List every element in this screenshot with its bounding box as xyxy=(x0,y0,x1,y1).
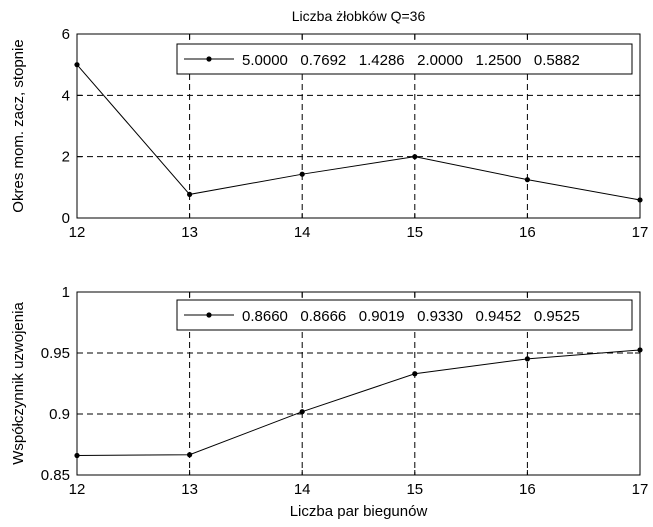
legend-label: 0.8660 0.8666 0.9019 0.9330 0.9452 0.952… xyxy=(242,308,580,325)
axes-box xyxy=(76,33,641,219)
chart-panel-1: 12 13 14 15 16 17 0 2 4 6 Liczba żłobków Q=36 Okres… xyxy=(10,8,648,241)
data-point xyxy=(187,452,193,458)
x-tick-label: 14 xyxy=(294,224,311,241)
x-tick-label: 17 xyxy=(632,481,649,498)
axes-box xyxy=(76,291,641,476)
series-line xyxy=(76,64,641,201)
series-line xyxy=(76,349,641,456)
x-tick-label: 13 xyxy=(181,224,198,241)
y-tick-label: 0.95 xyxy=(41,345,70,362)
data-point xyxy=(524,177,531,183)
x-axis-label: Liczba par biegunów xyxy=(290,503,428,520)
data-point xyxy=(299,409,305,415)
y-axis-label: Współczynnik uzwojenia xyxy=(10,302,27,465)
data-point xyxy=(412,371,418,377)
y-axis-label: Okres mom. zacz, stopnie xyxy=(10,39,27,212)
y-tick-label: 0.9 xyxy=(49,406,70,423)
legend-label: 5.0000 0.7692 1.4286 2.0000 1.2500 0.588… xyxy=(242,52,580,69)
y-tick-label: 2 xyxy=(62,149,70,166)
y-tick-label: 6 xyxy=(62,26,70,43)
legend-box xyxy=(176,43,633,75)
data-point xyxy=(412,154,418,160)
data-point xyxy=(637,347,643,353)
chart-title: Liczba żłobków Q=36 xyxy=(292,8,426,24)
y-tick-label: 1 xyxy=(62,284,70,301)
data-point xyxy=(187,191,193,198)
data-point xyxy=(74,452,80,459)
legend: 0.8660 0.8666 0.9019 0.9330 0.9452 0.952… xyxy=(176,299,633,331)
y-tick-label: 0.85 xyxy=(41,467,70,484)
x-tick-label: 15 xyxy=(406,224,423,241)
x-tick-label: 17 xyxy=(632,224,649,241)
y-tick-label: 4 xyxy=(62,87,70,104)
data-point xyxy=(299,171,305,177)
chart-panel-2: 12 13 14 15 16 17 0.85 0.9 0.95 1 Liczba par biegu… xyxy=(10,284,648,520)
data-point xyxy=(74,62,80,68)
data-point xyxy=(637,197,643,203)
legend-marker xyxy=(206,56,212,62)
legend-box xyxy=(176,299,633,331)
y-tick-label: 0 xyxy=(62,210,70,227)
data-point xyxy=(524,356,531,362)
x-tick-label: 12 xyxy=(69,481,86,498)
x-tick-label: 14 xyxy=(294,481,311,498)
legend: 5.0000 0.7692 1.4286 2.0000 1.2500 0.588… xyxy=(176,43,633,75)
x-tick-label: 16 xyxy=(519,481,536,498)
x-tick-label: 16 xyxy=(519,224,536,241)
x-tick-label: 13 xyxy=(181,481,198,498)
x-tick-label: 12 xyxy=(69,224,86,241)
legend-marker xyxy=(206,312,212,318)
x-tick-label: 15 xyxy=(406,481,423,498)
